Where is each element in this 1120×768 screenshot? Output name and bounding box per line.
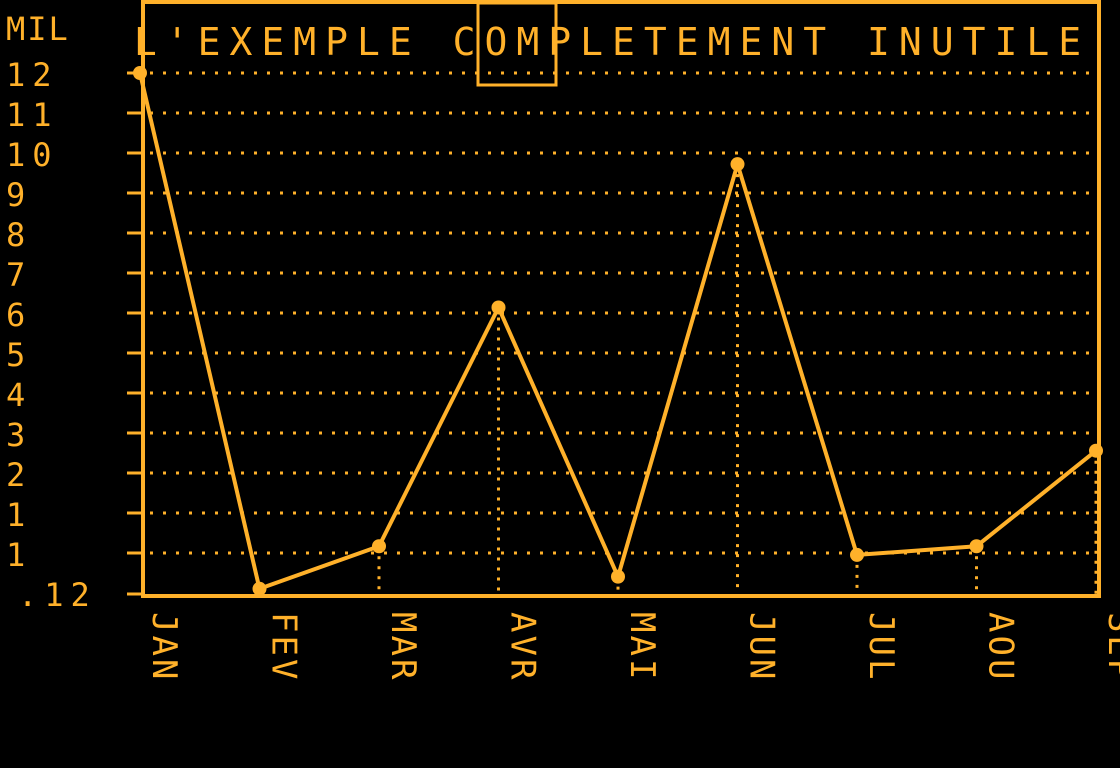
y-tick-label: .12 — [18, 576, 97, 614]
data-point — [252, 581, 267, 596]
chart-title: L'EXEMPLE COMPLETEMENT INUTILE — [134, 20, 1090, 64]
data-point — [969, 539, 984, 554]
data-point — [850, 547, 864, 562]
y-unit-label: MIL — [6, 10, 70, 48]
x-tick-label: JUN — [742, 612, 782, 682]
y-tick-label: 6 — [6, 296, 32, 334]
y-tick-label: 3 — [6, 416, 32, 454]
data-point — [491, 300, 506, 315]
y-tick-label: 10 — [6, 136, 59, 174]
data-points — [133, 66, 1103, 596]
y-tick-label: 1 — [6, 496, 32, 534]
data-point — [133, 66, 147, 80]
x-tick-label: AOU — [981, 612, 1021, 682]
y-tick-label: 4 — [6, 376, 32, 414]
data-point — [372, 539, 386, 554]
y-tick-label: 5 — [6, 336, 32, 374]
x-tick-label: MAR — [383, 612, 423, 682]
gridlines — [127, 71, 1098, 596]
y-tick-label: 2 — [6, 456, 32, 494]
y-tick-label: 1 — [6, 536, 32, 574]
data-point — [611, 569, 625, 584]
data-point — [730, 157, 745, 172]
y-tick-label: 9 — [6, 176, 32, 214]
x-tick-label: SEP — [1100, 612, 1120, 682]
x-tick-labels: JAN FEV MAR AVR MAI JUN JUL AOU SEP — [144, 612, 1120, 682]
x-tick-label: MAI — [622, 612, 662, 682]
y-tick-label: 8 — [6, 216, 32, 254]
plot-frame — [141, 0, 1101, 598]
y-tick-label: 7 — [6, 256, 32, 294]
cursor-box — [476, 1, 558, 87]
y-tick-label: 12 — [6, 56, 59, 94]
x-tick-label: FEV — [264, 612, 304, 682]
y-tick-label: 11 — [6, 96, 59, 134]
x-tick-label: JAN — [144, 612, 184, 682]
x-tick-label: AVR — [503, 612, 543, 682]
data-point — [1089, 443, 1103, 458]
x-tick-label: JUL — [861, 612, 901, 682]
